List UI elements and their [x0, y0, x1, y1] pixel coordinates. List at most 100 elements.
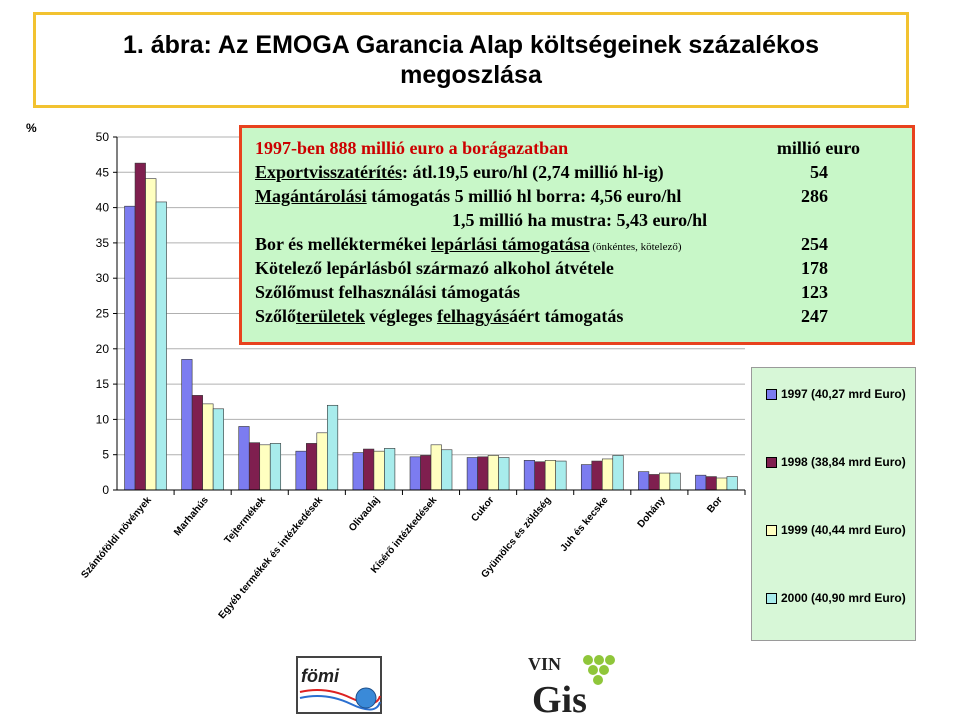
bar-2000-5 — [441, 449, 453, 491]
x-tick-label: Olivaolaj — [347, 495, 382, 534]
bar-2000-0 — [155, 201, 167, 491]
info-row-export-value: 54 — [810, 162, 828, 182]
info-heading-text: 1997-ben 888 millió euro a borágazatban — [255, 138, 569, 158]
y-tick-label: 15 — [96, 377, 110, 391]
chart-legend: 1997 (40,27 mrd Euro) 1998 (38,84 mrd Eu… — [751, 367, 916, 641]
bar-1997-0 — [124, 205, 136, 491]
bar-1999-3 — [316, 432, 328, 491]
bar-1997-7 — [523, 460, 535, 491]
bar-1998-0 — [134, 162, 146, 491]
bar-1998-3 — [306, 443, 318, 491]
info-row-distillation-value: 254 — [801, 234, 828, 254]
info-row-distillation-underlined: lepárlási támogatása — [431, 234, 590, 254]
bar-2000-6 — [498, 457, 510, 491]
bar-1998-1 — [191, 395, 203, 491]
bar-2000-10 — [726, 476, 738, 491]
bar-2000-4 — [384, 448, 396, 491]
info-row-storage: Magántárolási támogatás 5 millió hl borr… — [255, 184, 681, 208]
info-row-grubbing-value: 247 — [801, 306, 828, 326]
vingis-logo-top: VIN — [528, 654, 561, 674]
bar-2000-2 — [269, 443, 282, 491]
wine-sector-info-box: 1997-ben 888 millió euro a borágazatban … — [239, 125, 915, 345]
info-row-alcohol-value: 178 — [801, 258, 828, 278]
bar-1997-2 — [238, 426, 250, 491]
bar-1999-0 — [145, 178, 157, 491]
y-tick-label: 25 — [96, 307, 110, 321]
info-row-grubbing-p3: végleges — [364, 306, 437, 326]
legend-label-1997: 1997 (40,27 mrd Euro) — [781, 387, 906, 401]
info-row-grubbing-p1: Szőlő — [255, 306, 297, 326]
info-row-grapemust-value: 123 — [801, 282, 828, 302]
legend-swatch-2000 — [766, 593, 777, 604]
bar-1997-9 — [638, 471, 650, 491]
x-tick-label: Egyéb termékek és intézkedések — [217, 495, 326, 622]
y-tick-label: 10 — [96, 412, 110, 426]
bar-1997-5 — [409, 456, 421, 491]
info-row-alcohol-label: Kötelező lepárlásból származó alkohol át… — [255, 258, 614, 278]
x-tick-label: Kísérő intézkedések — [369, 495, 440, 576]
title-box: 1. ábra: Az EMOGA Garancia Alap költsége… — [33, 12, 909, 108]
vingis-logo-bottom: Gis — [532, 679, 587, 714]
y-tick-label: 40 — [96, 201, 110, 215]
info-row-export: Exportvisszatérítés: átl.19,5 euro/hl (2… — [255, 160, 664, 184]
bar-1997-6 — [466, 457, 478, 491]
bar-1998-10 — [705, 476, 717, 491]
vingis-logo: VIN Gis — [528, 654, 615, 714]
bar-1998-6 — [477, 456, 489, 491]
bar-1998-8 — [591, 460, 603, 491]
info-row-grapemust-label: Szőlőmust felhasználási támogatás — [255, 282, 520, 302]
bar-2000-8 — [612, 455, 624, 491]
legend-label-2000: 2000 (40,90 mrd Euro) — [781, 591, 906, 605]
info-unit: millió euro — [776, 138, 860, 158]
bar-2000-7 — [555, 460, 567, 491]
chart-title: 1. ábra: Az EMOGA Garancia Alap költsége… — [122, 31, 820, 89]
info-row-storage-label: Magántárolási — [255, 186, 367, 206]
bar-1999-2 — [259, 444, 271, 491]
grape-icon — [583, 655, 615, 685]
info-row-grapemust: Szőlőmust felhasználási támogatás — [255, 280, 520, 304]
chart-bars — [124, 162, 738, 491]
legend-swatch-1999 — [766, 525, 777, 536]
info-row-must: 1,5 millió ha mustra: 5,43 euro/hl — [452, 208, 707, 232]
bar-1998-7 — [534, 461, 546, 491]
bar-1999-9 — [659, 472, 671, 491]
y-tick-label: 0 — [102, 483, 109, 497]
legend-swatch-1998 — [766, 457, 777, 468]
fomi-logo: fömi — [296, 656, 382, 714]
info-row-distillation-note: (önkéntes, kötelező) — [589, 241, 682, 253]
x-tick-label: Szántóföldi növények — [79, 495, 154, 581]
y-tick-label: 45 — [96, 165, 110, 179]
bar-1998-5 — [420, 455, 432, 491]
bar-1999-1 — [202, 403, 214, 491]
y-tick-label: 5 — [102, 448, 109, 462]
bar-1999-8 — [601, 458, 614, 491]
info-row-export-label: Exportvisszatérítés — [255, 162, 402, 182]
y-tick-label: 20 — [96, 342, 110, 356]
legend-label-1999: 1999 (40,44 mrd Euro) — [781, 523, 906, 537]
info-row-alcohol: Kötelező lepárlásból származó alkohol át… — [255, 256, 614, 280]
info-row-grubbing: Szőlőterületek végleges felhagyásáért tá… — [255, 304, 623, 328]
x-tick-label: Cukor — [469, 495, 496, 524]
bar-1999-5 — [430, 444, 442, 491]
x-tick-label: Dohány — [636, 495, 668, 530]
y-tick-label: 50 — [96, 130, 110, 144]
bar-1998-9 — [648, 474, 660, 491]
x-tick-label: Tejtermékek — [223, 495, 269, 547]
info-heading: 1997-ben 888 millió euro a borágazatban — [255, 136, 568, 160]
bar-1999-4 — [373, 450, 385, 491]
bar-1999-6 — [487, 455, 499, 491]
info-row-grubbing-p4: felhagyás — [436, 306, 509, 326]
bar-1999-7 — [544, 460, 556, 491]
info-row-distillation-label: Bor és melléktermékei — [255, 234, 432, 254]
bar-1999-10 — [716, 477, 728, 491]
x-tick-label: Bor — [705, 495, 725, 515]
bar-2000-9 — [669, 472, 681, 491]
info-row-grubbing-p2: területek — [296, 306, 365, 326]
bar-1997-4 — [352, 452, 364, 491]
info-row-distillation: Bor és melléktermékei lepárlási támogatá… — [255, 232, 682, 256]
legend-label-1998: 1998 (38,84 mrd Euro) — [781, 455, 906, 469]
info-row-storage-text: támogatás 5 millió hl borra: 4,56 euro/h… — [366, 186, 682, 206]
info-row-export-text: : átl.19,5 euro/hl (2,74 millió hl-ig) — [401, 162, 664, 182]
info-row-storage-value: 286 — [801, 186, 828, 206]
